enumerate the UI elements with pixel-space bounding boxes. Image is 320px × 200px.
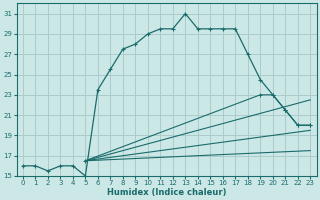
- X-axis label: Humidex (Indice chaleur): Humidex (Indice chaleur): [107, 188, 226, 197]
